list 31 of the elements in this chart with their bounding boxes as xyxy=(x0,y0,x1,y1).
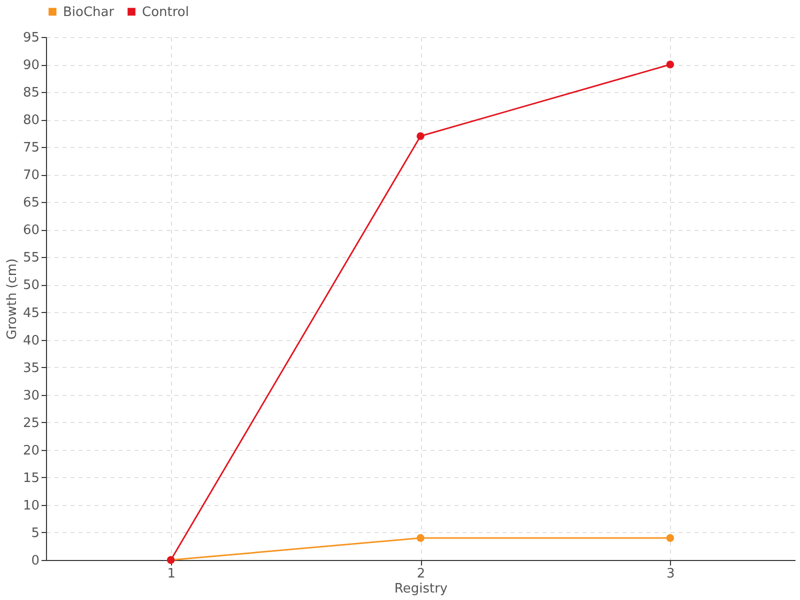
y-tick-label: 95 xyxy=(22,30,40,46)
y-tick-label: 60 xyxy=(22,223,40,238)
y-tick-label: 75 xyxy=(22,140,40,156)
y-tick-label: 40 xyxy=(22,333,40,348)
x-tick-label: 3 xyxy=(666,566,675,582)
y-tick-label: 50 xyxy=(22,278,40,294)
y-tick-label: 65 xyxy=(22,196,40,211)
y-tick-label: 5 xyxy=(31,526,40,541)
y-tick-label: 85 xyxy=(22,86,40,101)
y-tick-label: 70 xyxy=(22,168,40,184)
x-tick-label: 2 xyxy=(416,566,426,582)
y-tick-label: 80 xyxy=(22,113,40,128)
y-tick-label: 25 xyxy=(22,416,40,431)
y-tick-label: 20 xyxy=(22,443,40,458)
point xyxy=(416,132,424,140)
y-tick-label: 90 xyxy=(22,58,40,74)
y-tick-label: 55 xyxy=(22,250,40,266)
point xyxy=(666,534,674,542)
legend-label: BioChar xyxy=(63,4,115,20)
y-tick-label: 30 xyxy=(22,388,40,404)
x-axis-title: Registry xyxy=(394,582,448,596)
y-tick-label: 10 xyxy=(22,498,40,514)
point xyxy=(666,60,674,68)
y-axis-title: Growth (cm) xyxy=(4,258,20,340)
legend-label: Control xyxy=(142,4,189,20)
y-tick-label: 35 xyxy=(22,360,40,376)
y-tick-label: 0 xyxy=(31,554,40,568)
point xyxy=(416,534,424,542)
x-tick-label: 1 xyxy=(167,566,176,582)
y-tick-label: 45 xyxy=(22,306,40,321)
y-tick-label: 15 xyxy=(22,470,40,486)
